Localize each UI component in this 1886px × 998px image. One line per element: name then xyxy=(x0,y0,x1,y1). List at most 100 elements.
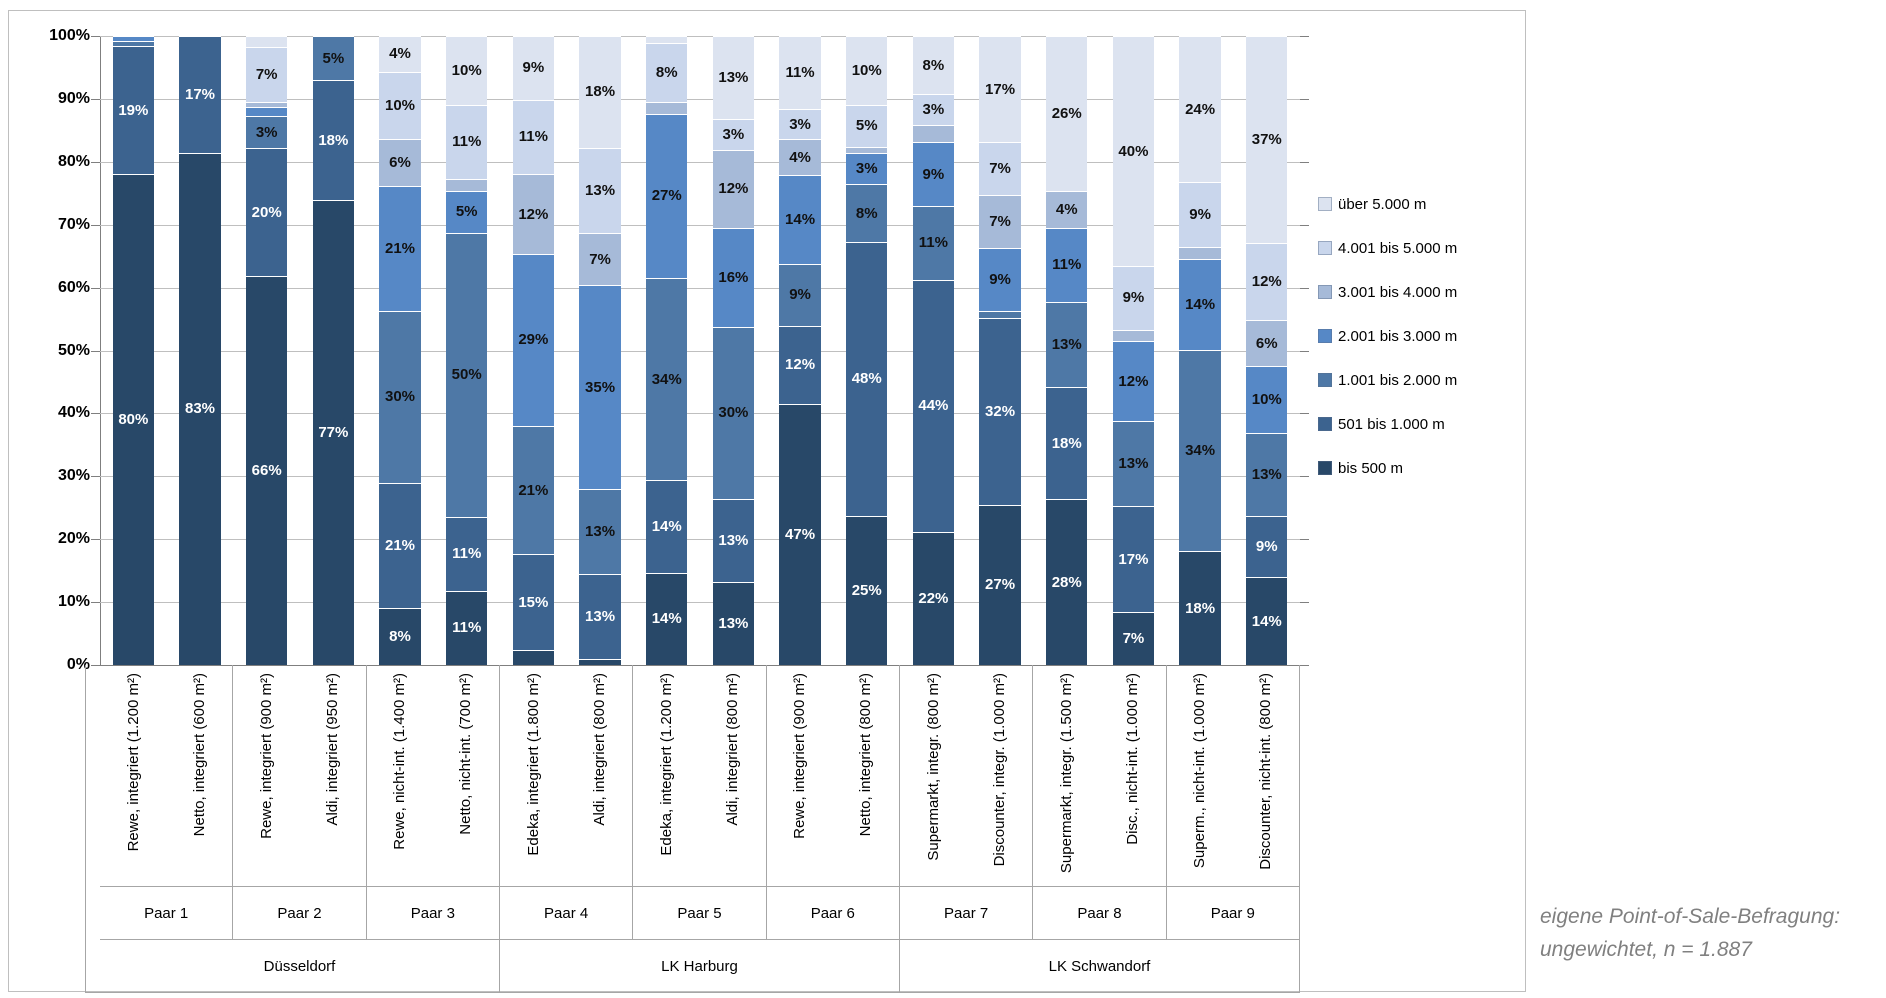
axis-tick xyxy=(1300,162,1309,163)
segment-value-label: 16% xyxy=(718,268,749,286)
bar-segment: 4% xyxy=(779,139,821,176)
segment-value-label: 77% xyxy=(318,424,349,442)
source-footnote-line1: eigene Point-of-Sale-Befragung: xyxy=(1540,905,1841,928)
bar-segment: 5% xyxy=(846,104,888,147)
stacked-bar: 77% 18% 5% xyxy=(312,35,355,665)
bar-segment: 14% xyxy=(646,572,688,665)
stacked-bar: 15% 21% 29% 12% 11% 9% xyxy=(512,36,555,665)
pair-store-cell: Supermarkt, integr. (1.500 m²) Disc., nic… xyxy=(1033,665,1167,886)
bar-segment: 29% xyxy=(512,254,555,426)
bar-segment xyxy=(112,41,154,47)
store-cell: Supermarkt, integr. (800 m²) xyxy=(900,665,966,886)
store-label: Rewe, integriert (900 m²) xyxy=(791,673,809,839)
store-cell: Netto, nicht-int. (700 m²) xyxy=(433,665,499,886)
bar-segment: 5% xyxy=(312,35,355,81)
segment-value-label: 11% xyxy=(452,133,482,151)
bar-segment: 40% xyxy=(1112,36,1155,267)
bar-segment: 4% xyxy=(1046,191,1088,228)
bar-cell: 14% 9% 13% 10% 6% 12% 37% xyxy=(1233,36,1300,665)
segment-value-label: 11% xyxy=(452,545,482,563)
bar-segment: 12% xyxy=(779,325,821,404)
city-label: LK Harburg xyxy=(500,940,900,993)
bar-segment: 14% xyxy=(779,175,821,264)
axis-tick xyxy=(91,665,100,666)
axis-tick xyxy=(1300,539,1309,540)
bar-cell: 83% 17% xyxy=(167,36,234,665)
segment-value-label: 4% xyxy=(789,148,811,166)
segment-value-label: 12% xyxy=(785,356,816,374)
city-label: Düsseldorf xyxy=(100,940,500,993)
gridline xyxy=(100,665,1300,666)
segment-value-label: 10% xyxy=(851,61,882,79)
segment-value-label: 11% xyxy=(452,619,482,637)
pair-label: Paar 8 xyxy=(1033,887,1167,939)
store-label: Disc., nicht-int. (1.000 m²) xyxy=(1124,673,1142,845)
pair-label: Paar 1 xyxy=(100,887,234,939)
bar-segment: 11% xyxy=(912,205,955,280)
bar-segment: 66% xyxy=(246,276,288,665)
store-label: Supermarkt, integr. (800 m²) xyxy=(924,673,942,861)
stacked-bar: 13% 13% 35% 7% 13% 18% xyxy=(579,36,621,665)
bar-segment: 13% xyxy=(579,573,621,659)
stacked-bar: 27% 32% 9% 7% 7% 17% xyxy=(979,36,1021,665)
segment-value-label: 28% xyxy=(1051,573,1082,591)
axis-tick xyxy=(91,602,100,603)
segment-value-label: 3% xyxy=(922,101,945,119)
store-label: Netto, integriert (600 m²) xyxy=(190,673,208,837)
legend-item: 4.001 bis 5.000 m xyxy=(1318,226,1457,270)
store-label: Rewe, nicht-int. (1.400 m²) xyxy=(391,673,409,850)
bar-cell: 14% 14% 34% 27% 8% xyxy=(633,35,700,665)
bar-cell: 27% 32% 9% 7% 7% 17% xyxy=(967,36,1034,665)
store-label: Aldi, integriert (800 m²) xyxy=(724,673,742,826)
segment-value-label: 14% xyxy=(1185,295,1216,313)
category-axis-table: Rewe, integriert (1.200 m²) Netto, integr… xyxy=(85,665,1300,993)
bar-segment: 48% xyxy=(846,242,888,516)
segment-value-label: 4% xyxy=(1055,200,1078,218)
stacked-bar: 66% 20% 3% 7% xyxy=(246,35,288,665)
store-label: Discounter, integr. (1.000 m²) xyxy=(990,673,1008,867)
bar-segment: 12% xyxy=(512,174,555,255)
segment-value-label: 7% xyxy=(589,250,611,268)
bar-segment xyxy=(646,35,688,43)
stacked-bar: 14% 9% 13% 10% 6% 12% 37% xyxy=(1246,36,1288,665)
bar-segment: 11% xyxy=(446,590,488,665)
pair-label: Paar 6 xyxy=(767,887,900,939)
axis-tick xyxy=(1300,602,1309,603)
pair-label: Paar 4 xyxy=(500,887,634,939)
gridline xyxy=(100,351,1300,352)
segment-value-label: 11% xyxy=(518,128,548,146)
bar-segment: 13% xyxy=(1246,433,1288,516)
bar-cell: 18% 34% 14% 9% 24% xyxy=(1167,36,1234,665)
bar-segment xyxy=(646,101,688,114)
stacked-bar: 14% 14% 34% 27% 8% xyxy=(646,35,688,665)
bar-segment: 9% xyxy=(912,142,955,206)
segment-value-label: 9% xyxy=(1255,538,1278,556)
bar-segment: 14% xyxy=(646,480,688,573)
bar-segment: 26% xyxy=(1046,36,1088,192)
store-label: Aldi, integriert (800 m²) xyxy=(590,673,608,826)
bar-cell: 47% 12% 9% 14% 4% 3% 11% xyxy=(767,36,834,665)
bar-segment: 10% xyxy=(846,36,888,105)
segment-value-label: 21% xyxy=(385,239,416,257)
segment-value-label: 10% xyxy=(1251,391,1282,409)
bar-segment: 18% xyxy=(1179,551,1221,665)
bar-cell: 13% 13% 35% 7% 13% 18% xyxy=(567,36,634,665)
axis-tick xyxy=(91,99,100,100)
segment-value-label: 14% xyxy=(785,211,816,228)
store-label: Rewe, integriert (900 m²) xyxy=(257,673,275,839)
stacked-bar: 18% 34% 14% 9% 24% xyxy=(1179,36,1221,665)
segment-value-label: 13% xyxy=(585,181,616,199)
y-tick-label: 0% xyxy=(66,656,90,673)
segment-value-label: 11% xyxy=(918,234,948,252)
city-label-row: Düsseldorf LK Harburg LK Schwandorf xyxy=(100,940,1299,993)
bar-segment xyxy=(512,650,555,665)
bar-segment xyxy=(846,146,888,154)
bar-segment: 11% xyxy=(1046,227,1088,302)
segment-value-label: 17% xyxy=(985,80,1016,98)
segment-value-label: 30% xyxy=(385,388,416,406)
segment-value-label: 18% xyxy=(1051,434,1082,452)
segment-value-label: 8% xyxy=(922,56,945,74)
bar-cell: 77% 18% 5% xyxy=(300,35,367,665)
bar-segment: 3% xyxy=(846,153,888,185)
bar-segment: 7% xyxy=(1112,612,1155,665)
